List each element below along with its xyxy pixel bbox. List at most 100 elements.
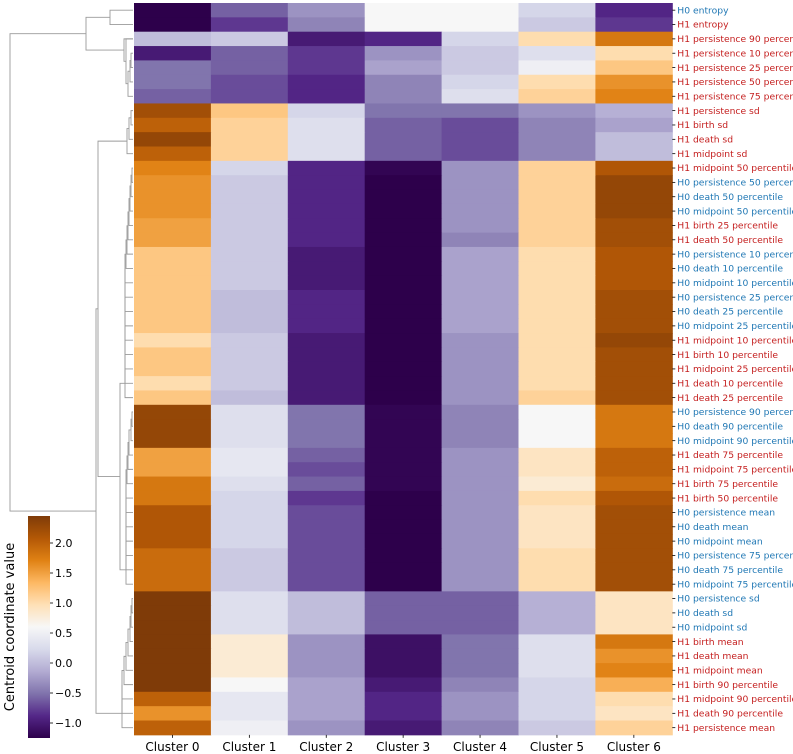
heatmap-cell xyxy=(210,490,289,506)
heatmap-cell xyxy=(210,476,289,492)
heatmap-cell xyxy=(134,562,212,578)
row-label: H0 midpoint 50 percentile xyxy=(677,206,793,217)
row-label: H1 midpoint 50 percentile xyxy=(677,163,793,174)
row-label: H1 death sd xyxy=(677,135,733,146)
heatmap-cell xyxy=(134,490,212,506)
heatmap-cell xyxy=(595,447,673,463)
heatmap-cell xyxy=(364,404,443,420)
heatmap-cell xyxy=(441,117,519,133)
column-label: Cluster 2 xyxy=(299,740,353,754)
heatmap-cell xyxy=(441,203,519,219)
heatmap-cell xyxy=(210,691,289,707)
dendrogram-link xyxy=(131,411,133,427)
heatmap-cell xyxy=(441,275,519,291)
heatmap-cell xyxy=(595,203,673,219)
heatmap-cell xyxy=(364,146,443,162)
row-label: H1 persistence 10 percentile xyxy=(677,48,793,59)
heatmap-cell xyxy=(364,390,443,406)
heatmap-cell xyxy=(210,103,289,119)
heatmap-cell xyxy=(210,390,289,406)
row-label: H0 persistence 50 percentile xyxy=(677,178,793,189)
heatmap-cell xyxy=(364,548,443,564)
heatmap-cell xyxy=(134,74,212,90)
row-label: H1 death mean xyxy=(677,651,748,662)
row-label: H1 birth 50 percentile xyxy=(677,493,778,504)
heatmap-cell xyxy=(441,577,519,592)
heatmap-cell xyxy=(134,706,212,721)
dendrogram-link xyxy=(125,555,133,585)
heatmap-cell xyxy=(441,318,519,334)
heatmap-cell xyxy=(595,189,673,205)
heatmap-cell xyxy=(364,232,443,248)
heatmap-cell xyxy=(364,648,443,664)
heatmap-cell xyxy=(134,275,212,291)
heatmap-cell xyxy=(134,232,212,248)
heatmap-cell xyxy=(287,390,366,406)
heatmap-cell xyxy=(210,46,289,61)
heatmap-cell xyxy=(364,46,443,61)
heatmap-cell xyxy=(441,333,519,348)
heatmap-cell xyxy=(134,591,212,607)
row-label: H1 death 50 percentile xyxy=(677,235,783,246)
heatmap-cell xyxy=(364,620,443,635)
colorbar-label: Centroid coordinate value xyxy=(3,543,18,711)
heatmap-cell xyxy=(134,505,212,521)
dendrogram-link xyxy=(129,185,133,212)
heatmap-cell xyxy=(287,419,366,434)
heatmap-cell xyxy=(595,361,673,377)
row-label: H1 birth sd xyxy=(677,120,728,131)
heatmap-cell xyxy=(595,634,673,650)
row-label: H1 death 75 percentile xyxy=(677,450,783,461)
heatmap-cell xyxy=(287,490,366,506)
heatmap-cell xyxy=(518,462,596,478)
heatmap-cell xyxy=(210,17,289,33)
heatmap-cell xyxy=(441,605,519,621)
heatmap-cell xyxy=(287,634,366,650)
heatmap-cell xyxy=(441,634,519,650)
heatmap-cell xyxy=(287,103,366,119)
row-label: H1 midpoint 25 percentile xyxy=(677,364,793,375)
heatmap-cell xyxy=(287,562,366,578)
heatmap-cell xyxy=(441,246,519,262)
row-label: H1 death 10 percentile xyxy=(677,378,783,389)
heatmap-cell xyxy=(595,46,673,61)
heatmap-cell xyxy=(518,261,596,277)
heatmap-cell xyxy=(518,648,596,664)
heatmap-cell xyxy=(441,361,519,377)
heatmap-cell xyxy=(364,605,443,621)
colorbar-tick-label: −1.0 xyxy=(55,717,82,730)
heatmap-cell xyxy=(287,591,366,607)
dendrogram-link xyxy=(127,628,133,657)
heatmap-cell xyxy=(364,634,443,650)
heatmap-cell xyxy=(441,74,519,90)
heatmap-cell xyxy=(134,519,212,535)
heatmap-cell xyxy=(595,648,673,664)
heatmap-cell xyxy=(595,3,673,18)
heatmap-cell xyxy=(210,591,289,607)
heatmap-cell xyxy=(134,189,212,205)
dendrogram-link xyxy=(125,38,133,85)
heatmap-cell xyxy=(364,677,443,693)
heatmap-cell xyxy=(518,591,596,607)
heatmap-cell xyxy=(518,361,596,377)
dendrogram-link xyxy=(124,368,133,399)
heatmap-cell xyxy=(210,548,289,564)
row-label: H1 midpoint 10 percentile xyxy=(677,335,793,346)
heatmap-cell xyxy=(518,620,596,635)
heatmap-cell xyxy=(210,519,289,535)
heatmap-cell xyxy=(595,433,673,449)
heatmap-cell xyxy=(518,304,596,320)
heatmap-cell xyxy=(210,376,289,391)
heatmap-cell xyxy=(595,663,673,678)
row-label: H0 persistence sd xyxy=(677,594,759,605)
row-label: H1 persistence mean xyxy=(677,723,775,734)
heatmap-cell xyxy=(364,519,443,535)
heatmap-cell xyxy=(595,677,673,693)
heatmap-cell xyxy=(364,663,443,678)
column-label: Cluster 5 xyxy=(530,740,584,754)
heatmap-cell xyxy=(210,132,289,147)
heatmap-cell xyxy=(287,648,366,664)
heatmap-cell xyxy=(210,677,289,693)
heatmap-cell xyxy=(287,31,366,47)
heatmap-cell xyxy=(287,132,366,147)
